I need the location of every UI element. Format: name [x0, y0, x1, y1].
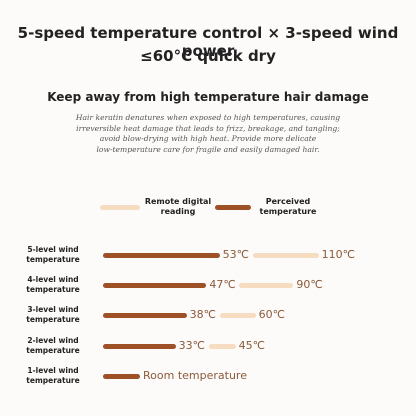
description: Hair keratin denatures when exposed to h…: [0, 113, 416, 155]
value-label: 90℃: [296, 278, 323, 291]
value-label: 47℃: [209, 278, 236, 291]
category-label: 1-level wind temperature: [26, 366, 80, 385]
remote-bar: [252, 253, 319, 258]
perceived-bar: [103, 344, 176, 349]
value-label: 110℃: [321, 248, 355, 261]
value-label: 60℃: [258, 308, 285, 321]
perceived-bar: [103, 253, 220, 258]
legend-label: Perceived temperature: [259, 197, 317, 216]
description-line: avoid blow-drying with high heat. Provid…: [99, 134, 317, 143]
perceived-bar: [103, 283, 207, 288]
remote-bar: [208, 344, 236, 349]
heading: Keep away from high temperature hair dam…: [47, 90, 369, 104]
legend-swatch: [100, 205, 140, 210]
value-label: 38℃: [189, 308, 216, 321]
category-label: 2-level wind temperature: [26, 336, 80, 355]
value-label: 33℃: [178, 339, 205, 352]
legend-label: Remote digital reading: [144, 197, 212, 216]
description-line: Hair keratin denatures when exposed to h…: [75, 113, 341, 122]
perceived-bar: [103, 374, 140, 379]
value-label: Room temperature: [143, 369, 247, 382]
value-label: 45℃: [238, 339, 265, 352]
category-label: 5-level wind temperature: [26, 245, 80, 264]
category-label: 3-level wind temperature: [26, 305, 80, 324]
perceived-bar: [103, 313, 187, 318]
category-label: 4-level wind temperature: [26, 275, 80, 294]
value-label: 53℃: [222, 248, 249, 261]
title-line: 5-speed temperature control × 3-speed wi…: [17, 24, 399, 60]
remote-bar: [219, 313, 256, 318]
description-line: irreversible heat damage that leads to f…: [76, 123, 340, 133]
remote-bar: [239, 283, 294, 288]
title-line: ≤60°C quick dry: [140, 47, 276, 65]
description-line: low-temperature care for fragile and eas…: [96, 144, 320, 154]
legend-swatch: [215, 205, 251, 210]
